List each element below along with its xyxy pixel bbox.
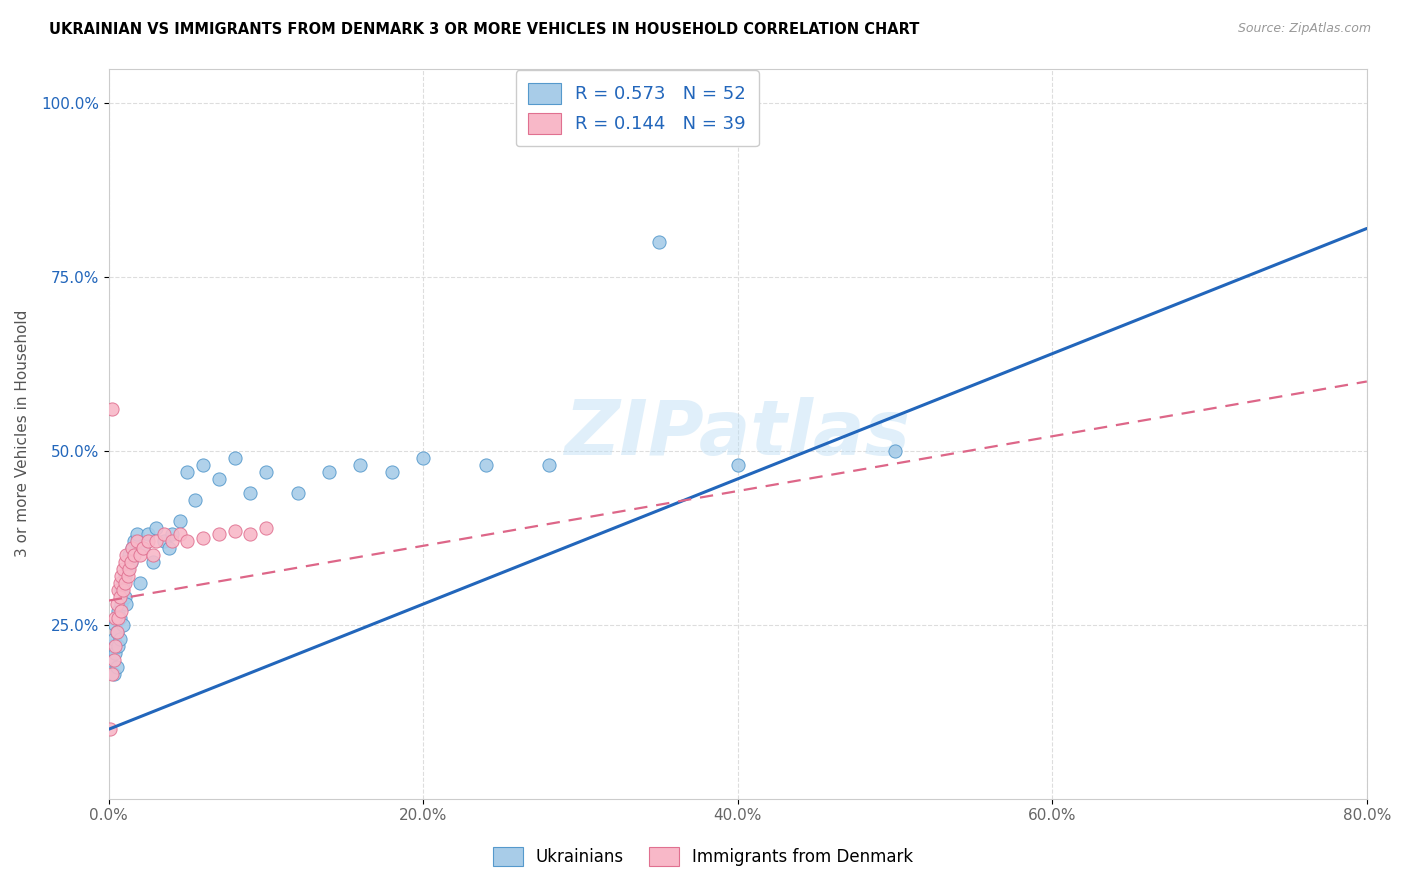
Point xyxy=(107,604,129,618)
Point xyxy=(114,555,136,569)
Point xyxy=(117,569,139,583)
Point xyxy=(648,235,671,250)
Point xyxy=(208,527,231,541)
Point xyxy=(114,590,136,604)
Point xyxy=(101,666,124,681)
Point xyxy=(145,534,167,549)
Point xyxy=(111,562,134,576)
Point xyxy=(100,653,122,667)
Point xyxy=(110,569,132,583)
Point xyxy=(157,541,180,556)
Point xyxy=(160,534,183,549)
Point xyxy=(110,604,132,618)
Point xyxy=(132,541,155,556)
Point xyxy=(105,624,128,639)
Point xyxy=(193,458,215,472)
Point xyxy=(184,492,207,507)
Point xyxy=(104,611,127,625)
Point xyxy=(136,527,159,541)
Point xyxy=(254,465,277,479)
Point xyxy=(153,527,176,541)
Point xyxy=(208,472,231,486)
Point xyxy=(475,458,498,472)
Point xyxy=(122,549,145,563)
Point xyxy=(145,520,167,534)
Point xyxy=(122,534,145,549)
Point xyxy=(287,485,309,500)
Point xyxy=(1386,96,1406,111)
Point xyxy=(114,569,136,583)
Point xyxy=(224,524,246,538)
Legend: Ukrainians, Immigrants from Denmark: Ukrainians, Immigrants from Denmark xyxy=(486,840,920,873)
Point xyxy=(142,555,165,569)
Point xyxy=(118,562,141,576)
Point xyxy=(169,527,191,541)
Y-axis label: 3 or more Vehicles in Household: 3 or more Vehicles in Household xyxy=(15,310,30,558)
Point xyxy=(107,583,129,598)
Point xyxy=(101,402,124,417)
Point xyxy=(160,527,183,541)
Point xyxy=(120,555,142,569)
Point xyxy=(110,597,132,611)
Point xyxy=(111,618,134,632)
Point xyxy=(107,611,129,625)
Point xyxy=(108,576,131,591)
Point xyxy=(129,576,152,591)
Point xyxy=(193,531,215,545)
Point xyxy=(239,527,262,541)
Legend: R = 0.573   N = 52, R = 0.144   N = 39: R = 0.573 N = 52, R = 0.144 N = 39 xyxy=(516,70,759,146)
Point xyxy=(121,541,143,556)
Point xyxy=(224,450,246,465)
Point xyxy=(104,618,127,632)
Point xyxy=(107,639,129,653)
Point xyxy=(103,632,125,646)
Point xyxy=(727,458,749,472)
Text: ZIPatlas: ZIPatlas xyxy=(565,397,911,471)
Point xyxy=(381,465,404,479)
Point xyxy=(101,639,124,653)
Point xyxy=(103,653,125,667)
Point xyxy=(108,611,131,625)
Point xyxy=(136,534,159,549)
Point xyxy=(176,465,198,479)
Point xyxy=(100,723,122,737)
Point xyxy=(412,450,434,465)
Point xyxy=(111,583,134,598)
Point xyxy=(104,646,127,660)
Point xyxy=(105,597,128,611)
Point xyxy=(103,666,125,681)
Point xyxy=(132,541,155,556)
Point xyxy=(142,549,165,563)
Point xyxy=(254,520,277,534)
Point xyxy=(349,458,371,472)
Point xyxy=(114,576,136,591)
Point xyxy=(129,549,152,563)
Point xyxy=(104,639,127,653)
Point xyxy=(127,534,149,549)
Text: Source: ZipAtlas.com: Source: ZipAtlas.com xyxy=(1237,22,1371,36)
Point xyxy=(108,590,131,604)
Point xyxy=(108,632,131,646)
Point xyxy=(318,465,340,479)
Point xyxy=(538,458,561,472)
Point xyxy=(120,555,142,569)
Point xyxy=(884,444,907,458)
Point xyxy=(105,659,128,673)
Point xyxy=(169,514,191,528)
Point xyxy=(115,597,138,611)
Point xyxy=(239,485,262,500)
Point xyxy=(127,527,149,541)
Point xyxy=(117,562,139,576)
Point xyxy=(118,549,141,563)
Point xyxy=(121,541,143,556)
Point xyxy=(153,534,176,549)
Text: UKRAINIAN VS IMMIGRANTS FROM DENMARK 3 OR MORE VEHICLES IN HOUSEHOLD CORRELATION: UKRAINIAN VS IMMIGRANTS FROM DENMARK 3 O… xyxy=(49,22,920,37)
Point xyxy=(176,534,198,549)
Point xyxy=(111,576,134,591)
Point xyxy=(115,549,138,563)
Point xyxy=(105,624,128,639)
Point xyxy=(110,583,132,598)
